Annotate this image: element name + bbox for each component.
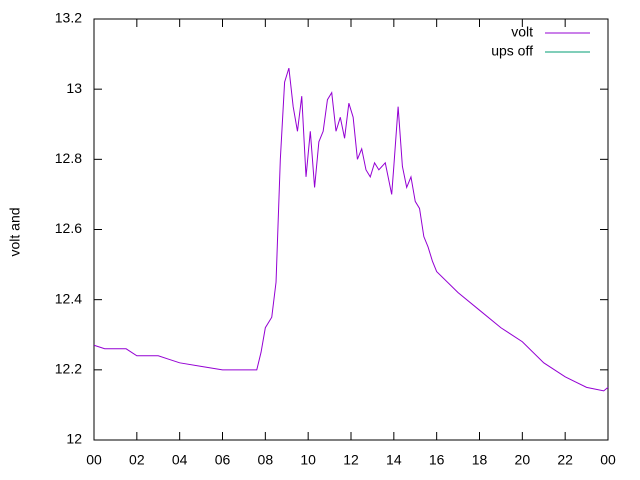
y-tick-label: 12.2 bbox=[55, 361, 82, 377]
x-tick-label: 08 bbox=[258, 452, 274, 468]
legend-label: ups off bbox=[491, 43, 533, 59]
y-tick-label: 12.6 bbox=[55, 220, 82, 236]
y-tick-label: 13 bbox=[66, 80, 82, 96]
y-tick-label: 12 bbox=[66, 431, 82, 447]
line-series bbox=[93, 67, 609, 392]
y-tick-label: 12.4 bbox=[55, 290, 82, 306]
x-tick-label: 04 bbox=[172, 452, 188, 468]
x-tick-label: 00 bbox=[86, 452, 102, 468]
legend-label: volt bbox=[511, 24, 533, 40]
x-tick-label: 16 bbox=[429, 452, 445, 468]
y-tick-label: 13.2 bbox=[55, 10, 82, 26]
x-tick-label: 12 bbox=[343, 452, 359, 468]
x-tick-label: 18 bbox=[472, 452, 488, 468]
x-tick-label: 00 bbox=[600, 452, 616, 468]
x-tick-label: 20 bbox=[515, 452, 531, 468]
x-tick-label: 14 bbox=[386, 452, 402, 468]
x-tick-label: 02 bbox=[129, 452, 145, 468]
y-axis-label: volt and bbox=[7, 207, 23, 256]
x-tick-label: 06 bbox=[215, 452, 231, 468]
y-tick-label: 12.8 bbox=[55, 150, 82, 166]
x-tick-label: 22 bbox=[557, 452, 573, 468]
x-tick-label: 10 bbox=[300, 452, 316, 468]
